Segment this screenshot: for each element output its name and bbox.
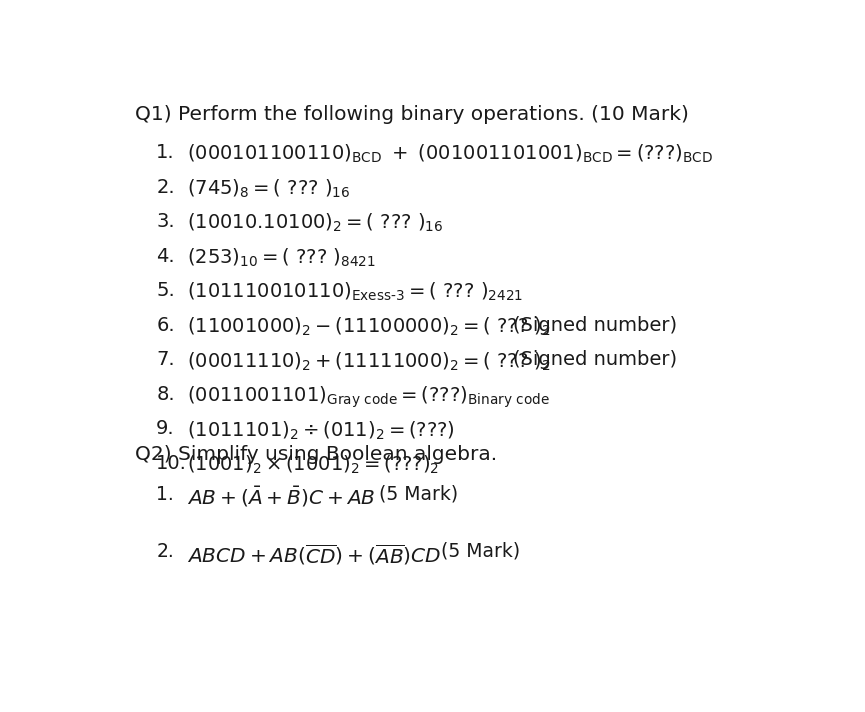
Text: $ABCD+AB(\overline{CD})+(\overline{AB})CD$: $ABCD+AB(\overline{CD})+(\overline{AB})C… <box>187 542 441 567</box>
Text: $(745)_8 = (\ ???\ )_{16}$: $(745)_8 = (\ ???\ )_{16}$ <box>187 177 350 200</box>
Text: 1.: 1. <box>157 485 174 503</box>
Text: (5 Mark): (5 Mark) <box>380 485 458 503</box>
Text: $(1001)_2 \times (1001)_2 = (???)_2$: $(1001)_2 \times (1001)_2 = (???)_2$ <box>187 454 439 476</box>
Text: 10.: 10. <box>157 454 187 473</box>
Text: 2.: 2. <box>157 177 175 197</box>
Text: (5 Mark): (5 Mark) <box>441 542 521 560</box>
Text: 7.: 7. <box>157 350 175 370</box>
Text: (Signed number): (Signed number) <box>488 315 677 335</box>
Text: 1.: 1. <box>157 143 175 162</box>
Text: 6.: 6. <box>157 315 175 335</box>
Text: $(11001000)_2 - (11100000)_2 = (\ ???\ )_2$: $(11001000)_2 - (11100000)_2 = (\ ???\ )… <box>187 315 551 338</box>
Text: 2.: 2. <box>157 542 174 560</box>
Text: 3.: 3. <box>157 212 175 231</box>
Text: $AB+(\bar{A}+\bar{B})C+AB$: $AB+(\bar{A}+\bar{B})C+AB$ <box>187 485 375 508</box>
Text: $(0011001101)_{\mathsf{Gray\ code}} = (???)_{\mathsf{Binary\ code}}$: $(0011001101)_{\mathsf{Gray\ code}} = (?… <box>187 384 550 410</box>
Text: (Signed number): (Signed number) <box>488 350 677 370</box>
Text: 4.: 4. <box>157 246 175 266</box>
Text: $(1011101)_2 \div (011)_2 = (???)$: $(1011101)_2 \div (011)_2 = (???)$ <box>187 419 455 441</box>
Text: Q2) Simplify using Boolean algebra.: Q2) Simplify using Boolean algebra. <box>135 444 497 464</box>
Text: $(10010.10100)_2 = (\ ???\ )_{16}$: $(10010.10100)_2 = (\ ???\ )_{16}$ <box>187 212 444 234</box>
Text: $(253)_{10} = (\ ???\ )_{8421}$: $(253)_{10} = (\ ???\ )_{8421}$ <box>187 246 376 269</box>
Text: Q1) Perform the following binary operations. (10 Mark): Q1) Perform the following binary operati… <box>135 105 689 124</box>
Text: 5.: 5. <box>157 281 175 300</box>
Text: 9.: 9. <box>157 419 175 439</box>
Text: $(00011110)_2 + (11111000)_2 = (\ ???\ )_2$: $(00011110)_2 + (11111000)_2 = (\ ???\ )… <box>187 350 551 372</box>
Text: 8.: 8. <box>157 384 175 404</box>
Text: $(000101100110)_{\mathsf{BCD}}\ +\ (001001101001)_{\mathsf{BCD}}=(???)_{\mathsf{: $(000101100110)_{\mathsf{BCD}}\ +\ (0010… <box>187 143 714 165</box>
Text: $(101110010110)_{\mathsf{Exess\text{-}3}} = (\ ???\ )_{2421}$: $(101110010110)_{\mathsf{Exess\text{-}3}… <box>187 281 523 303</box>
